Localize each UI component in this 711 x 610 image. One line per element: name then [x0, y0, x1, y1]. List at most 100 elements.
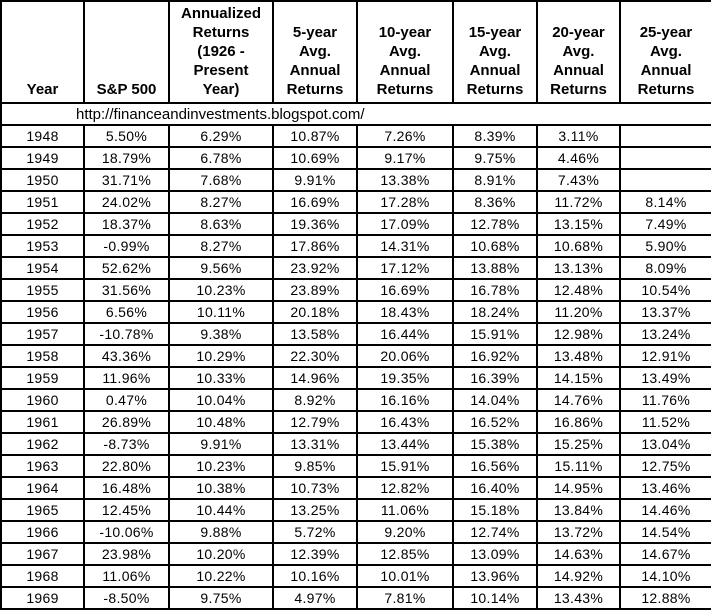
value-cell: 23.98% [83, 542, 170, 566]
column-header-avg15: 15-year Avg. Annual Returns [452, 0, 538, 104]
value-cell: 8.63% [168, 212, 274, 236]
source-url-row: http://financeandinvestments.blogspot.co… [0, 102, 711, 126]
value-cell: 10.68% [536, 234, 621, 258]
value-cell: 16.86% [536, 410, 621, 434]
source-url-link[interactable]: http://financeandinvestments.blogspot.co… [0, 102, 711, 126]
value-cell: 9.75% [168, 586, 274, 610]
value-cell: 16.40% [452, 476, 538, 500]
value-cell: 13.72% [536, 520, 621, 544]
value-cell: 17.28% [356, 190, 454, 214]
value-cell: 5.50% [83, 124, 170, 148]
value-cell: 13.46% [619, 476, 711, 500]
year-cell: 1957 [0, 322, 85, 346]
value-cell: 16.56% [452, 454, 538, 478]
value-cell: 14.46% [619, 498, 711, 522]
value-cell: -8.73% [83, 432, 170, 456]
value-cell: 11.76% [619, 388, 711, 412]
value-cell: 26.89% [83, 410, 170, 434]
value-cell: 13.48% [536, 344, 621, 368]
year-cell: 1958 [0, 344, 85, 368]
value-cell: 12.85% [356, 542, 454, 566]
table-row: 1965 12.45% 10.44% 13.25% 11.06% 15.18% 13.84%… [0, 498, 711, 522]
table-row: 1954 52.62% 9.56% 23.92% 17.12% 13.88% 13.13% 8… [0, 256, 711, 280]
table-row: 1964 16.48% 10.38% 10.73% 12.82% 16.40% 14.95%… [0, 476, 711, 500]
value-cell: 17.09% [356, 212, 454, 236]
value-cell: 13.09% [452, 542, 538, 566]
value-cell: 14.54% [619, 520, 711, 544]
value-cell: 13.13% [536, 256, 621, 280]
column-header-annualized: Annualized Returns (1926 - Present Year) [168, 0, 274, 104]
value-cell: 10.14% [452, 586, 538, 610]
year-cell: 1965 [0, 498, 85, 522]
value-cell: 8.27% [168, 190, 274, 214]
value-cell: 22.80% [83, 454, 170, 478]
value-cell: 11.06% [83, 564, 170, 588]
year-cell: 1951 [0, 190, 85, 214]
value-cell: 11.72% [536, 190, 621, 214]
value-cell: 7.49% [619, 212, 711, 236]
value-cell: 13.37% [619, 300, 711, 324]
table-row: 1969 -8.50% 9.75% 4.97% 7.81% 10.14% 13.43% 12.… [0, 586, 711, 610]
value-cell: 20.06% [356, 344, 454, 368]
value-cell: 23.92% [272, 256, 358, 280]
value-cell: 6.56% [83, 300, 170, 324]
table-row: 1961 26.89% 10.48% 12.79% 16.43% 16.52% 16.86%… [0, 410, 711, 434]
value-cell: 4.46% [536, 146, 621, 170]
table-row: 1968 11.06% 10.22% 10.16% 10.01% 13.96% 14.92%… [0, 564, 711, 588]
table-row: 1951 24.02% 8.27% 16.69% 17.28% 8.36% 11.72% 8.… [0, 190, 711, 214]
value-cell: 12.82% [356, 476, 454, 500]
value-cell: 16.92% [452, 344, 538, 368]
year-cell: 1964 [0, 476, 85, 500]
value-cell: 8.09% [619, 256, 711, 280]
value-cell: -0.99% [83, 234, 170, 258]
value-cell: 12.78% [452, 212, 538, 236]
value-cell: 14.67% [619, 542, 711, 566]
value-cell: 12.91% [619, 344, 711, 368]
value-cell: 11.06% [356, 498, 454, 522]
value-cell: 15.18% [452, 498, 538, 522]
value-cell: 13.43% [536, 586, 621, 610]
value-cell: 9.17% [356, 146, 454, 170]
table-body: http://financeandinvestments.blogspot.co… [0, 102, 711, 610]
table-row: 1966 -10.06% 9.88% 5.72% 9.20% 12.74% 13.72% 14… [0, 520, 711, 544]
year-cell: 1969 [0, 586, 85, 610]
value-cell: 23.89% [272, 278, 358, 302]
table-row: 1952 18.37% 8.63% 19.36% 17.09% 12.78% 13.15% 7… [0, 212, 711, 236]
value-cell: 15.38% [452, 432, 538, 456]
year-cell: 1961 [0, 410, 85, 434]
value-cell: 9.91% [168, 432, 274, 456]
value-cell: 31.56% [83, 278, 170, 302]
value-cell: 6.29% [168, 124, 274, 148]
table-row: 1959 11.96% 10.33% 14.96% 19.35% 16.39% 14.15%… [0, 366, 711, 390]
value-cell: 12.88% [619, 586, 711, 610]
value-cell: 9.56% [168, 256, 274, 280]
value-cell: 9.75% [452, 146, 538, 170]
year-cell: 1950 [0, 168, 85, 192]
value-cell: 9.20% [356, 520, 454, 544]
value-cell: 12.48% [536, 278, 621, 302]
value-cell: 13.88% [452, 256, 538, 280]
value-cell: 13.25% [272, 498, 358, 522]
value-cell: 13.24% [619, 322, 711, 346]
column-header-avg25: 25-year Avg. Annual Returns [619, 0, 711, 104]
value-cell: 13.96% [452, 564, 538, 588]
table-row: 1957 -10.78% 9.38% 13.58% 16.44% 15.91% 12.98%… [0, 322, 711, 346]
value-cell: 14.95% [536, 476, 621, 500]
value-cell: 12.39% [272, 542, 358, 566]
value-cell: 13.84% [536, 498, 621, 522]
value-cell: 7.81% [356, 586, 454, 610]
value-cell: 5.90% [619, 234, 711, 258]
value-cell: 9.88% [168, 520, 274, 544]
value-cell: 10.04% [168, 388, 274, 412]
value-cell: 13.49% [619, 366, 711, 390]
value-cell: 22.30% [272, 344, 358, 368]
value-cell: 16.69% [272, 190, 358, 214]
table-row: 1950 31.71% 7.68% 9.91% 13.38% 8.91% 7.43% [0, 168, 711, 192]
column-header-year: Year [0, 0, 85, 104]
value-cell: 17.12% [356, 256, 454, 280]
column-header-avg20: 20-year Avg. Annual Returns [536, 0, 621, 104]
value-cell: 16.43% [356, 410, 454, 434]
value-cell: 10.23% [168, 278, 274, 302]
